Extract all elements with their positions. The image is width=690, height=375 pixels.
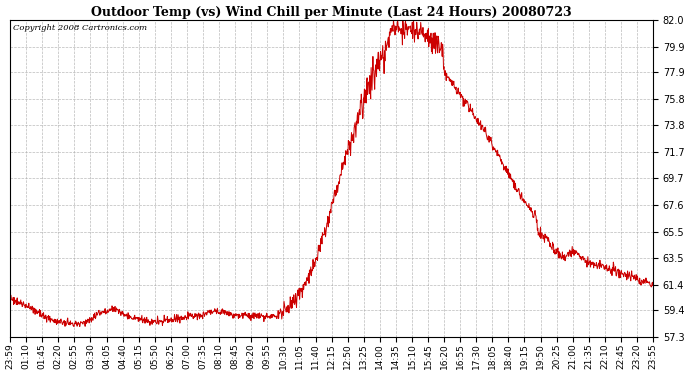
Title: Outdoor Temp (vs) Wind Chill per Minute (Last 24 Hours) 20080723: Outdoor Temp (vs) Wind Chill per Minute …	[91, 6, 572, 18]
Text: Copyright 2008 Cartronics.com: Copyright 2008 Cartronics.com	[13, 24, 148, 33]
